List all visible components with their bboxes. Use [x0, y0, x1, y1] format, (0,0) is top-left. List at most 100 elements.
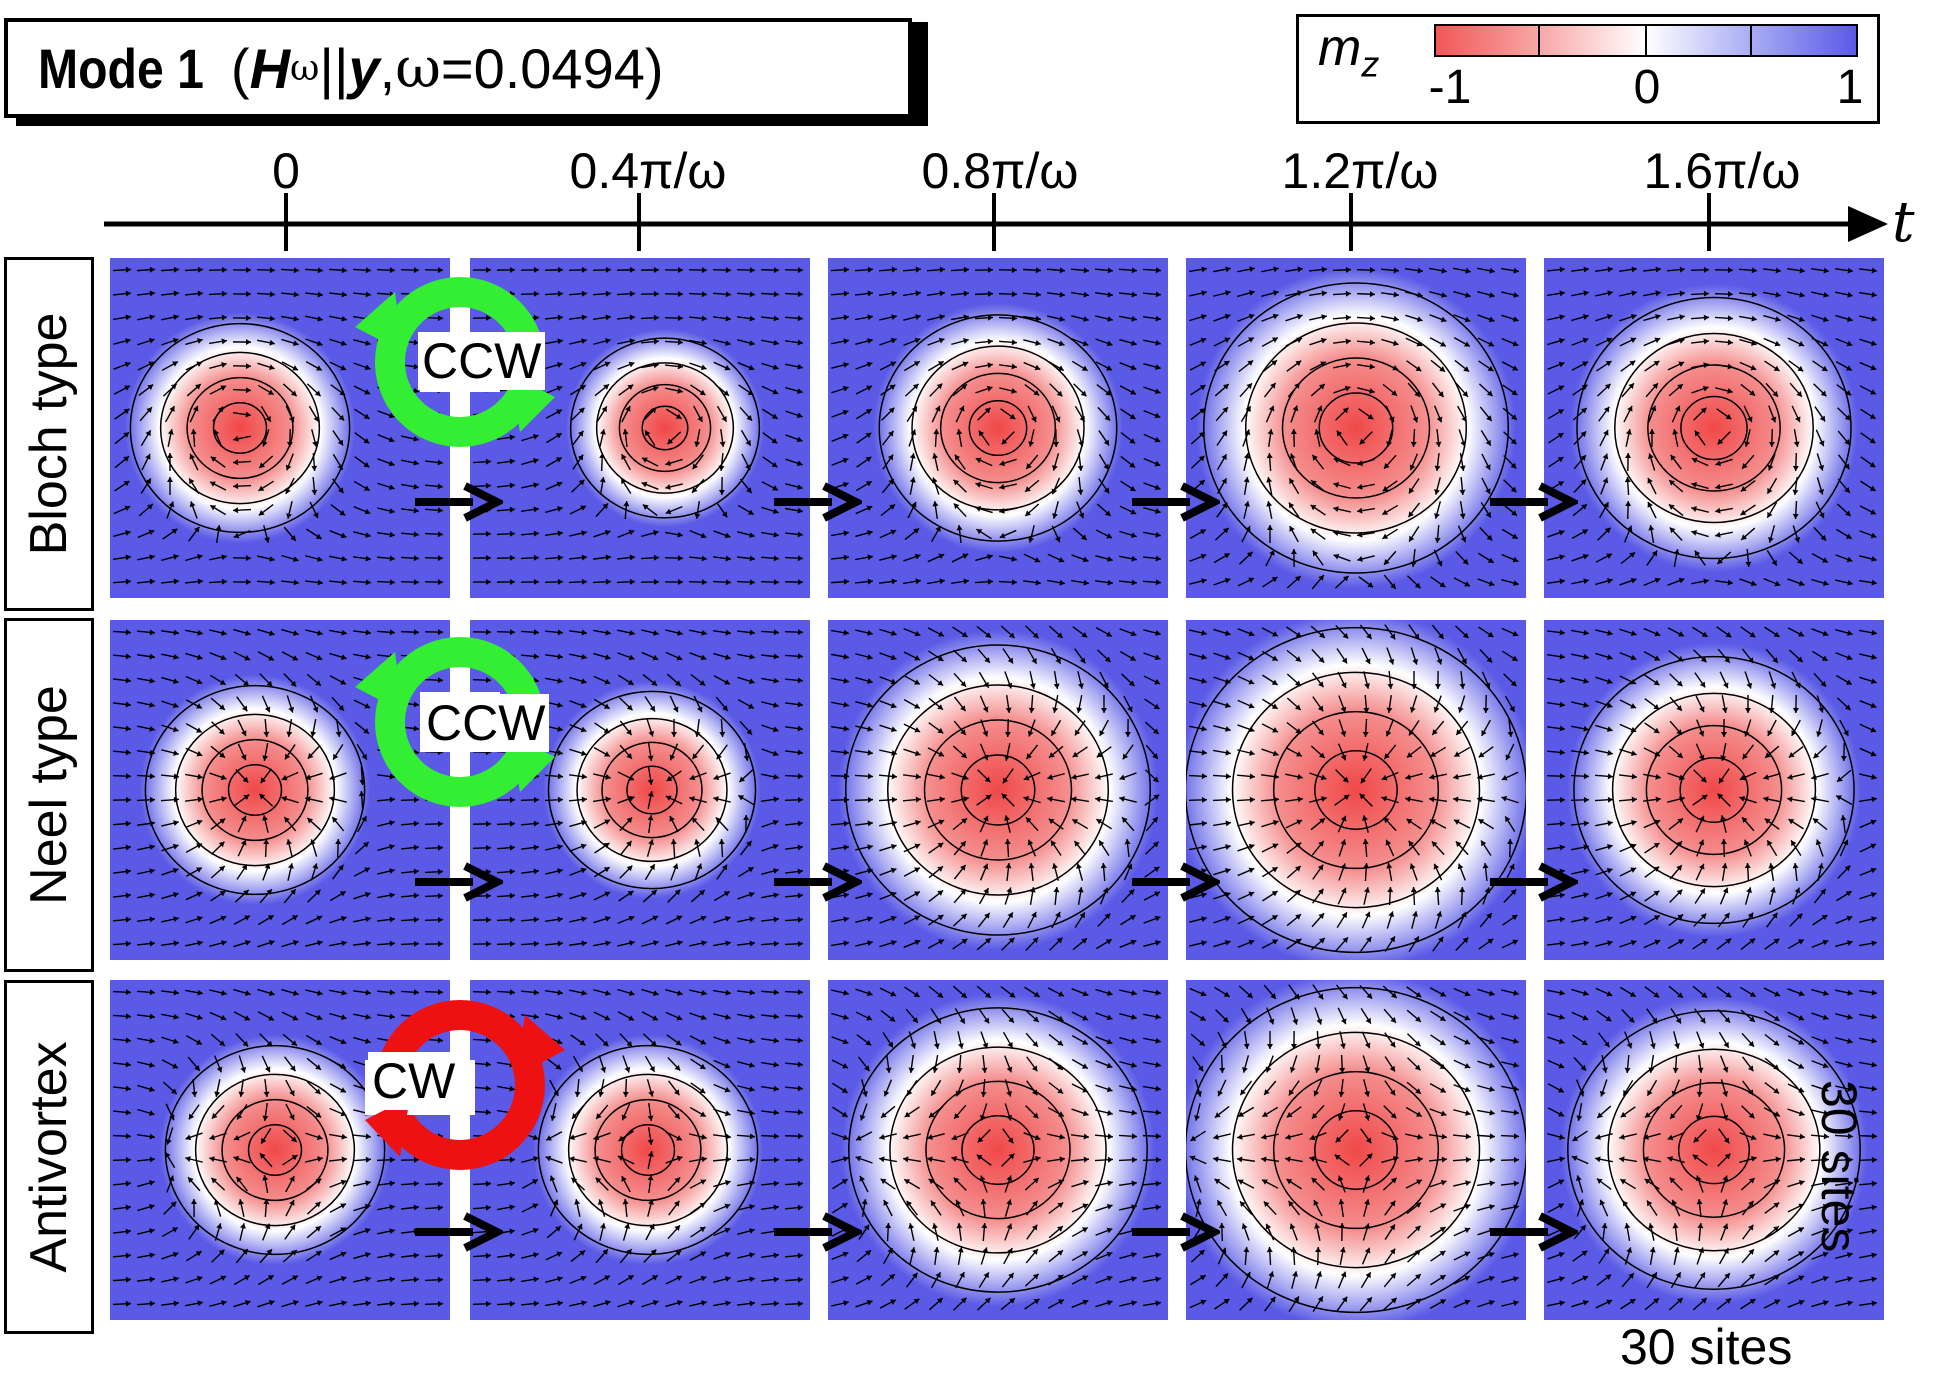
spin-arrowhead [700, 1179, 706, 1185]
spin-arrowhead [694, 839, 701, 845]
spin-arrowhead [914, 939, 921, 946]
spin-arrowhead [955, 1090, 962, 1097]
spin-arrowhead [533, 653, 539, 660]
spin-arrowhead [220, 654, 227, 661]
spin-arrowhead [1559, 820, 1565, 827]
spin-arrowhead [168, 1175, 175, 1182]
spin-arrowhead [669, 754, 676, 761]
spin-arrowhead [311, 465, 318, 471]
spin-arrowhead [579, 385, 586, 391]
spin-arrowhead [962, 361, 969, 368]
spin-arrowhead [1462, 391, 1468, 397]
spin-arrowhead [675, 1039, 682, 1046]
spin-arrowhead [533, 892, 539, 899]
spin-arrowhead [1131, 1156, 1137, 1163]
spin-arrowhead [718, 465, 725, 471]
spin-arrowhead [1434, 537, 1441, 543]
spin-arrowhead [1357, 507, 1363, 514]
spin-arrowhead [1679, 314, 1685, 321]
spin-arrowhead [1391, 390, 1398, 396]
spin-arrowhead [773, 916, 779, 923]
spin-arrowhead [533, 554, 539, 561]
spin-arrowhead [1272, 727, 1278, 733]
spin-arrowhead [1318, 840, 1324, 847]
spin-arrowhead [867, 578, 873, 585]
spin-arrowhead [1478, 751, 1485, 758]
spin-arrowhead [1155, 364, 1161, 370]
spin-arrowhead [1359, 438, 1366, 445]
spin-arrowhead [749, 579, 755, 586]
spin-arrowhead [1272, 750, 1279, 757]
spin-arrowhead [670, 839, 677, 845]
spin-arrowhead [1668, 504, 1675, 510]
spin-arrowhead [1463, 366, 1470, 372]
spin-arrowhead [307, 817, 314, 824]
spin-arrowhead [1027, 839, 1034, 846]
spin-arrowhead [1435, 441, 1442, 447]
spin-arrowhead [1224, 678, 1231, 685]
spin-arrowhead [617, 1155, 624, 1162]
spin-arrowhead [1482, 863, 1489, 869]
spin-arrowhead [1510, 680, 1517, 687]
spin-arrowhead [1243, 453, 1250, 459]
spin-arrowhead [1679, 796, 1685, 802]
spin-arrowhead [365, 989, 371, 996]
spin-arrowhead [1366, 633, 1372, 640]
spin-arrowhead [364, 703, 371, 709]
spin-arrowhead [340, 1179, 347, 1186]
spin-arrowhead [1155, 1133, 1161, 1140]
spin-arrowhead [1083, 291, 1089, 298]
spin-arrowhead [581, 1300, 587, 1307]
spin-arrowhead [1095, 796, 1101, 803]
spin-arrowhead [1201, 701, 1207, 708]
spin-arrowhead [1311, 480, 1317, 486]
spin-arrowhead [694, 513, 701, 519]
spin-arrowhead [721, 864, 728, 871]
spin-arrowhead [171, 528, 178, 535]
spin-arrowhead [185, 1134, 192, 1141]
spin-arrowhead [605, 1300, 611, 1306]
spin-arrowhead [904, 1111, 911, 1118]
spin-arrowhead [797, 677, 803, 684]
spin-arrowhead [315, 1251, 322, 1257]
spin-arrowhead [1104, 510, 1111, 517]
spin-arrowhead [1509, 863, 1515, 870]
spin-arrowhead [125, 1252, 131, 1259]
spin-arrowhead [125, 1085, 131, 1092]
spin-arrowhead [268, 1015, 274, 1021]
spin-arrowhead [1107, 291, 1113, 298]
spin-arrowhead [1436, 560, 1443, 567]
spin-arrowhead [963, 290, 969, 297]
spin-arrowhead [389, 773, 395, 780]
spin-arrowhead [1059, 579, 1065, 586]
spin-arrowhead [1006, 682, 1013, 689]
spin-arrowhead [509, 434, 515, 441]
spin-arrowhead [1225, 820, 1231, 827]
spin-arrowhead [645, 430, 651, 437]
spin-arrowhead [196, 891, 203, 898]
spin-arrowhead [1796, 913, 1803, 920]
spin-arrowhead [1031, 657, 1037, 664]
spin-arrowhead [999, 532, 1006, 539]
spin-arrowhead [264, 863, 271, 870]
spin-arrowhead [699, 1111, 706, 1117]
spin-arrowhead [1678, 774, 1685, 781]
spin-arrowhead [1823, 291, 1829, 298]
spin-arrowhead [605, 990, 611, 996]
spin-arrowhead [1382, 533, 1389, 539]
spin-arrowhead [867, 796, 873, 803]
spin-arrowhead [1813, 752, 1820, 759]
spin-arrowhead [242, 1249, 248, 1255]
spin-arrowhead [1772, 912, 1778, 919]
spin-arrowhead [1871, 653, 1877, 660]
spin-arrowhead [210, 505, 217, 511]
spin-arrowhead [1106, 365, 1112, 371]
spin-arrowhead [931, 477, 938, 484]
spin-arrowhead [268, 364, 275, 371]
spin-arrowhead [245, 363, 251, 370]
spin-arrowhead [149, 629, 155, 636]
spin-arrowhead [1767, 840, 1773, 847]
spin-arrowhead [772, 388, 779, 395]
spin-arrowhead [700, 532, 707, 539]
spin-arrowhead [865, 456, 872, 463]
